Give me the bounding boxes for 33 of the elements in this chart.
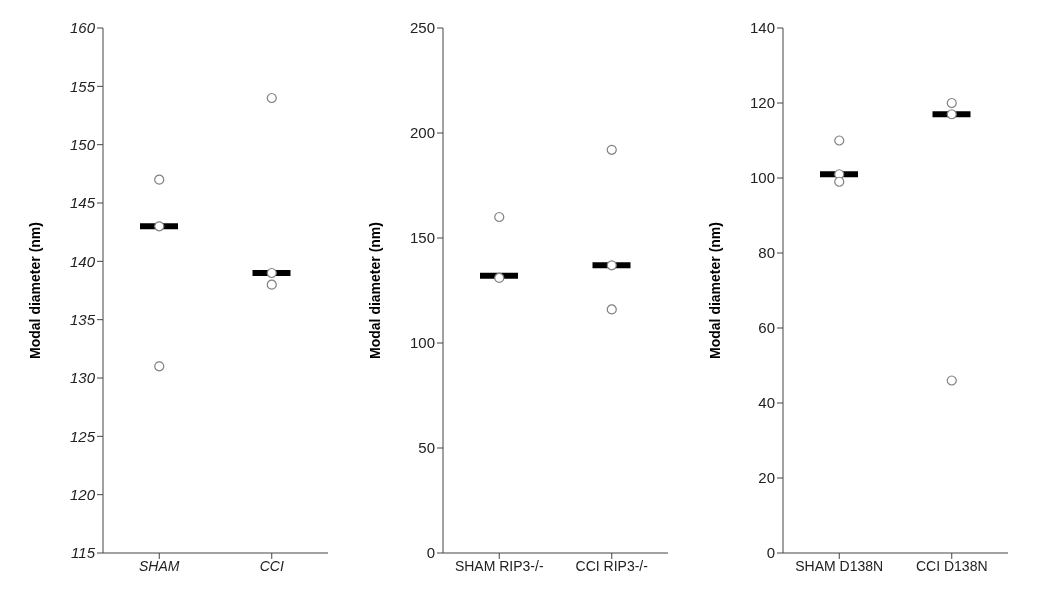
y-tick-label: 50 <box>418 439 435 457</box>
y-tick-label: 160 <box>69 19 96 37</box>
x-tick-label: SHAM <box>139 557 180 574</box>
y-tick-label: 135 <box>69 310 96 328</box>
y-tick-label: 20 <box>758 469 775 487</box>
y-tick-label: 120 <box>69 485 96 503</box>
y-tick-label: 140 <box>69 252 96 270</box>
x-tick-label: SHAM D138N <box>795 557 884 574</box>
y-tick-label: 125 <box>69 427 96 445</box>
y-tick-label: 130 <box>69 369 96 387</box>
x-tick-label: CCI <box>259 557 284 574</box>
y-tick-label: 200 <box>409 124 435 142</box>
x-tick-label: CCI D138N <box>915 557 988 574</box>
y-tick-label: 120 <box>749 94 775 112</box>
y-axis-title: Modal diameter (nm) <box>366 222 383 359</box>
y-tick-label: 115 <box>71 544 96 562</box>
y-tick-label: 80 <box>758 244 775 262</box>
y-tick-label: 150 <box>409 229 435 247</box>
x-tick-label: CCI RIP3-/- <box>575 557 649 574</box>
y-axis-title: Modal diameter (nm) <box>706 222 723 359</box>
y-tick-label: 140 <box>749 19 775 37</box>
y-axis-title: Modal diameter (nm) <box>26 222 43 359</box>
y-tick-label: 0 <box>426 544 435 562</box>
x-tick-label: SHAM RIP3-/- <box>454 557 544 574</box>
y-tick-label: 100 <box>409 334 435 352</box>
y-tick-label: 150 <box>69 135 96 153</box>
y-tick-label: 100 <box>749 169 775 187</box>
y-tick-label: 250 <box>409 19 435 37</box>
y-tick-label: 40 <box>758 394 775 412</box>
y-tick-label: 0 <box>766 544 775 562</box>
y-tick-label: 145 <box>69 194 96 212</box>
y-tick-label: 60 <box>758 319 775 337</box>
y-tick-label: 155 <box>69 77 96 95</box>
